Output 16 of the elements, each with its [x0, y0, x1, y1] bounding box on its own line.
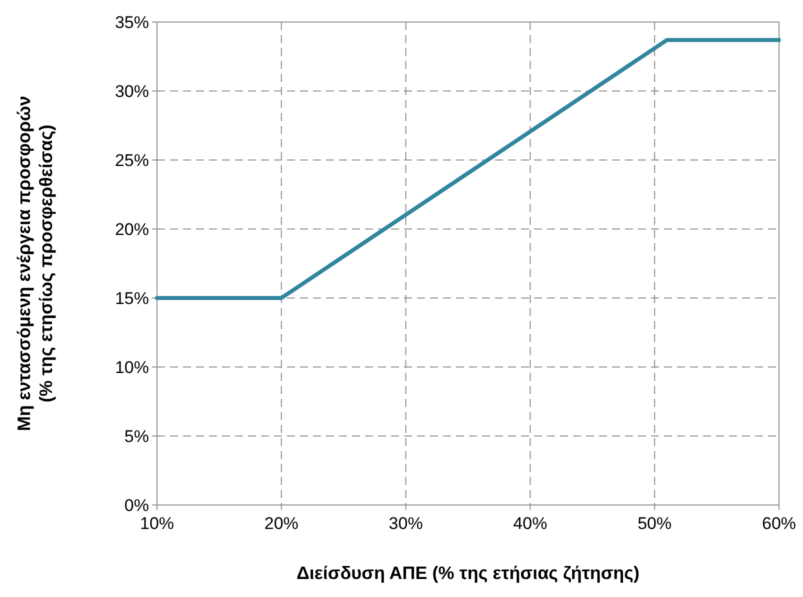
x-axis-title: Διείσδυση ΑΠΕ (% της ετήσιας ζήτησης): [296, 563, 640, 583]
y-tick-label: 5%: [124, 426, 149, 446]
y-tick-label: 10%: [114, 358, 149, 377]
x-tick-label: 50%: [638, 514, 672, 533]
y-tick-label: 25%: [114, 150, 149, 170]
x-tick-label: 20%: [264, 514, 298, 533]
y-tick-label: 20%: [114, 220, 149, 239]
x-tick-label: 30%: [388, 514, 423, 533]
y-tick-label: 0%: [124, 496, 149, 515]
y-tick-label: 15%: [114, 288, 149, 308]
x-tick-label: 10%: [140, 514, 174, 533]
y-tick-label: 30%: [114, 82, 149, 101]
x-tick-label: 40%: [513, 514, 548, 533]
x-tick-label: 60%: [762, 514, 796, 533]
y-axis-title: Μη εντασσόμενη ενέργεια προσφορών (% της ετησίως προσφερθείσας): [14, 96, 56, 432]
y-tick-label: 35%: [114, 12, 149, 32]
